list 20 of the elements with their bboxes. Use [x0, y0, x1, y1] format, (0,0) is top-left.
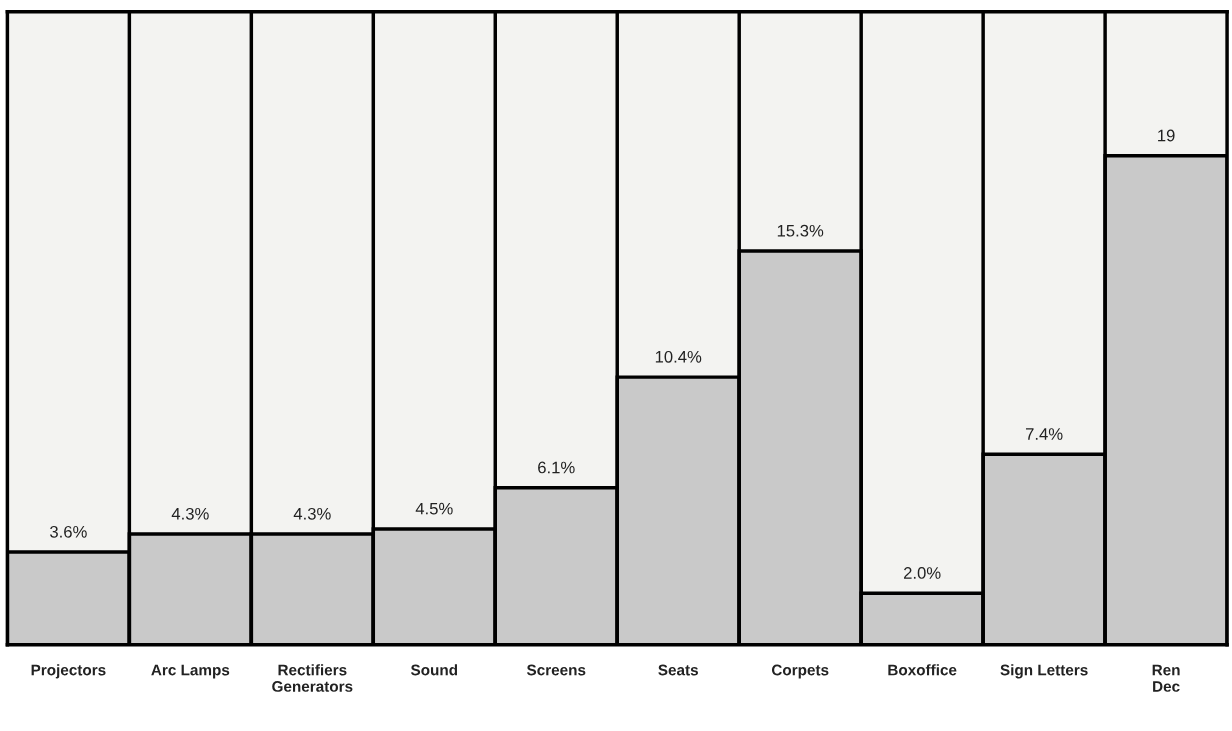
x-tick-label: Boxoffice [888, 664, 957, 676]
data-label: 3.6% [50, 525, 87, 538]
data-label: 6.1% [538, 461, 575, 474]
data-label: 15.3% [777, 224, 824, 237]
data-label: 4.3% [171, 507, 209, 520]
data-label: 19 [1158, 129, 1175, 142]
x-tick-label: Ren Dec [1152, 664, 1180, 692]
data-label: 4.3% [293, 507, 331, 520]
data-label: 10.4% [655, 350, 702, 363]
data-label: 2.0% [904, 567, 941, 579]
x-tick-label: Sound [410, 664, 458, 676]
data-label: 7.4% [1025, 428, 1063, 440]
x-tick-label: Corpets [771, 664, 829, 679]
x-tick-label: Projectors [31, 664, 106, 679]
x-tick-label: Screens [526, 664, 586, 676]
x-tick-label: Rectifiers Generators [272, 664, 353, 692]
data-label: 4.5% [415, 502, 453, 515]
x-tick-label: Seats [658, 664, 698, 676]
x-tick-label: Sign Letters [1000, 664, 1088, 679]
x-tick-label: Arc Lamps [151, 664, 230, 679]
